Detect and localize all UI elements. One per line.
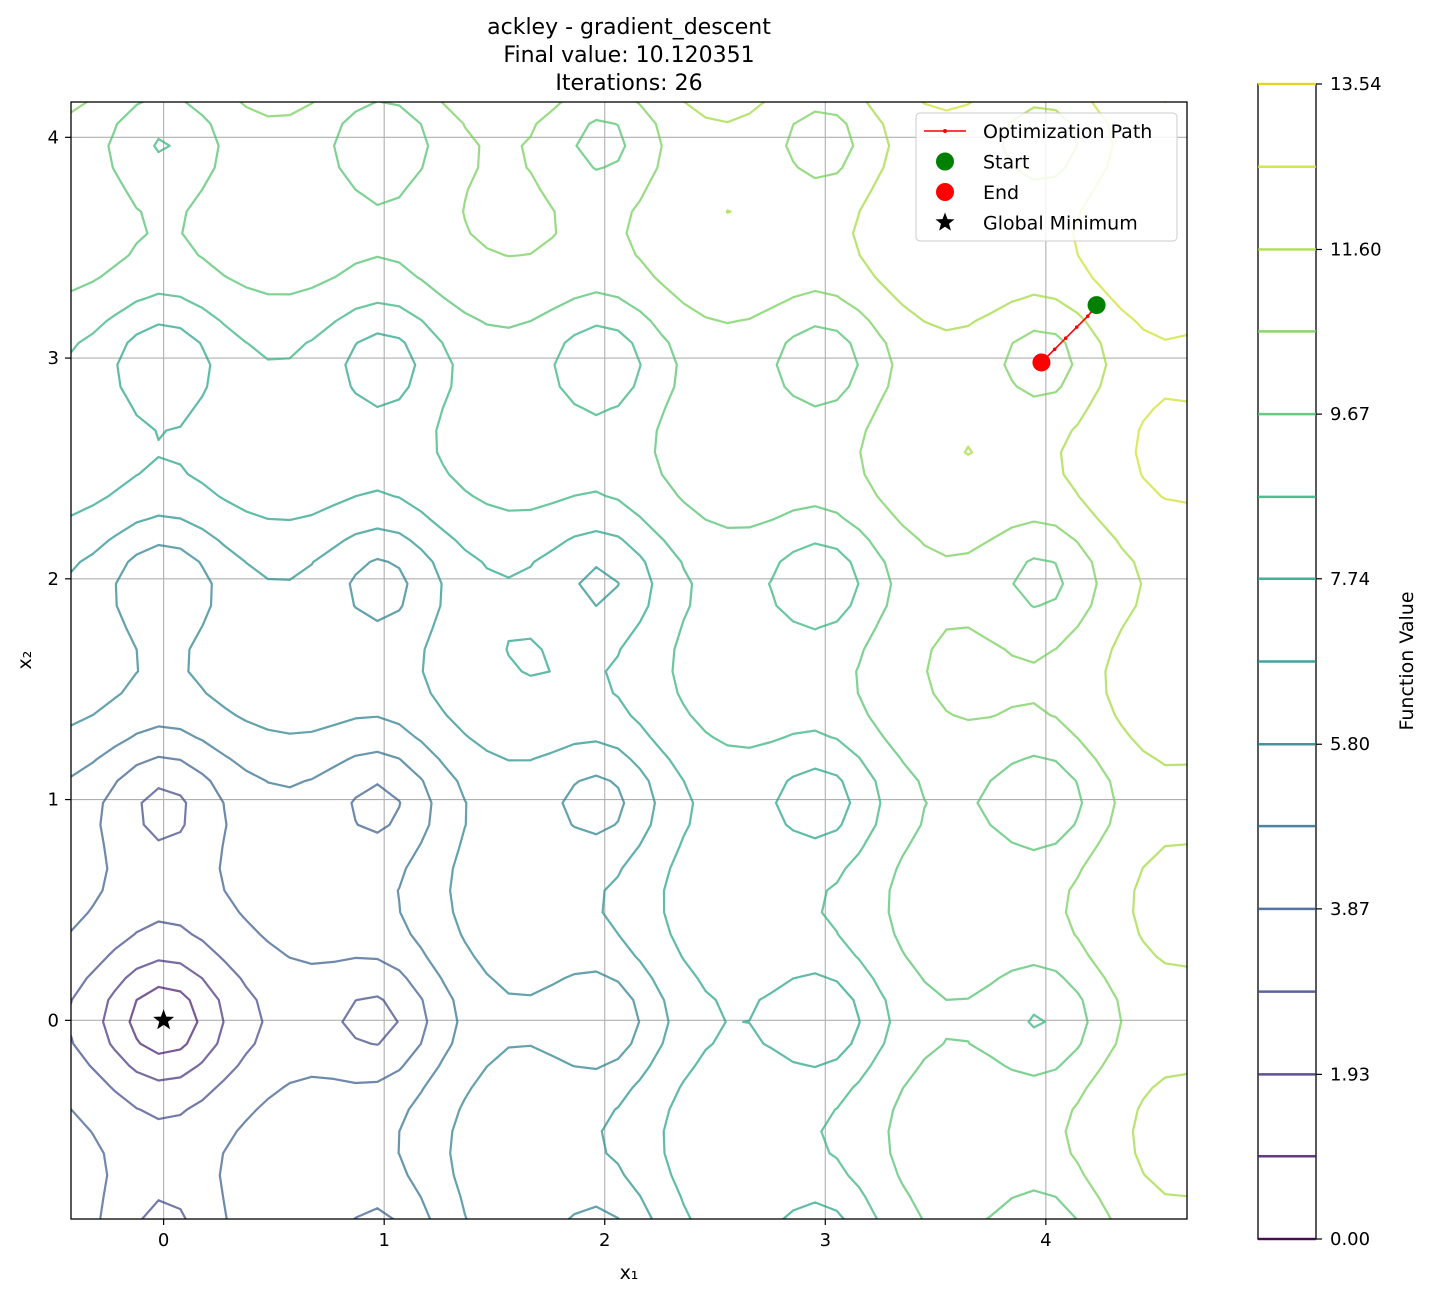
x-tick-label: 0 — [158, 1230, 169, 1251]
optimization-path-point — [1064, 336, 1068, 340]
x-tick-label: 3 — [820, 1230, 831, 1251]
start-marker — [1088, 296, 1106, 314]
y-tick-label: 3 — [48, 348, 59, 369]
title-line-2: Final value: 10.120351 — [503, 43, 754, 68]
x-axis-label: x₁ — [620, 1262, 639, 1284]
contour-level-line — [684, 102, 1187, 1196]
colorbar: 0.00 1.93 3.87 5.80 7.74 9.67 11.60 13.54 Functi… — [1258, 74, 1418, 1250]
y-axis: 0 1 2 3 4 — [48, 127, 71, 1031]
legend: Optimization Path Start End Global Minimum — [916, 113, 1177, 241]
colorbar-label: Function Value — [1396, 591, 1418, 730]
colorbar-tick-label: 0.00 — [1330, 1229, 1370, 1250]
contour-level-line — [71, 516, 669, 1219]
contour-lines — [71, 102, 1187, 1219]
legend-circle-swatch — [936, 183, 954, 201]
x-tick-label: 2 — [599, 1230, 610, 1251]
title-line-1: ackley - gradient_descent — [487, 15, 771, 40]
plot-frame — [71, 102, 1187, 1219]
optimization-path-point — [1086, 314, 1090, 318]
y-tick-label: 2 — [48, 569, 59, 590]
x-tick-label: 4 — [1040, 1230, 1051, 1251]
colorbar-tick-label: 11.60 — [1330, 239, 1382, 260]
colorbar-tick-label: 3.87 — [1330, 899, 1370, 920]
legend-label: Global Minimum — [983, 213, 1138, 235]
contour-level-line — [71, 324, 860, 1219]
x-tick-label: 1 — [378, 1230, 389, 1251]
optimization-path-point — [1053, 347, 1057, 351]
title-line-3: Iterations: 26 — [555, 71, 702, 96]
end-marker — [1032, 353, 1050, 371]
legend-label: Start — [983, 152, 1029, 174]
contour-level-line — [71, 102, 1088, 1219]
y-tick-label: 4 — [48, 127, 59, 148]
legend-label: Optimization Path — [983, 121, 1152, 143]
legend-label: End — [983, 182, 1019, 204]
colorbar-tick-label: 5.80 — [1330, 734, 1370, 755]
colorbar-tick-label: 1.93 — [1330, 1064, 1370, 1085]
grid — [71, 102, 1187, 1219]
contour-level-line — [71, 757, 427, 1219]
y-axis-label: x₂ — [14, 651, 36, 670]
colorbar-tick-label: 9.67 — [1330, 404, 1370, 425]
x-axis: 0 1 2 3 4 — [158, 1219, 1052, 1251]
optimization-path-point — [1075, 325, 1079, 329]
path-marks — [153, 296, 1105, 1029]
contour-level-line — [71, 788, 398, 1219]
y-tick-label: 1 — [48, 790, 59, 811]
colorbar-tick-label: 7.74 — [1330, 569, 1370, 590]
chart-title: ackley - gradient_descent Final value: 1… — [487, 15, 771, 96]
legend-circle-swatch — [936, 153, 954, 171]
contour-level-line — [71, 102, 1121, 1219]
y-tick-label: 0 — [48, 1010, 59, 1031]
legend-path-dot — [943, 129, 947, 133]
colorbar-tick-label: 13.54 — [1330, 74, 1382, 95]
